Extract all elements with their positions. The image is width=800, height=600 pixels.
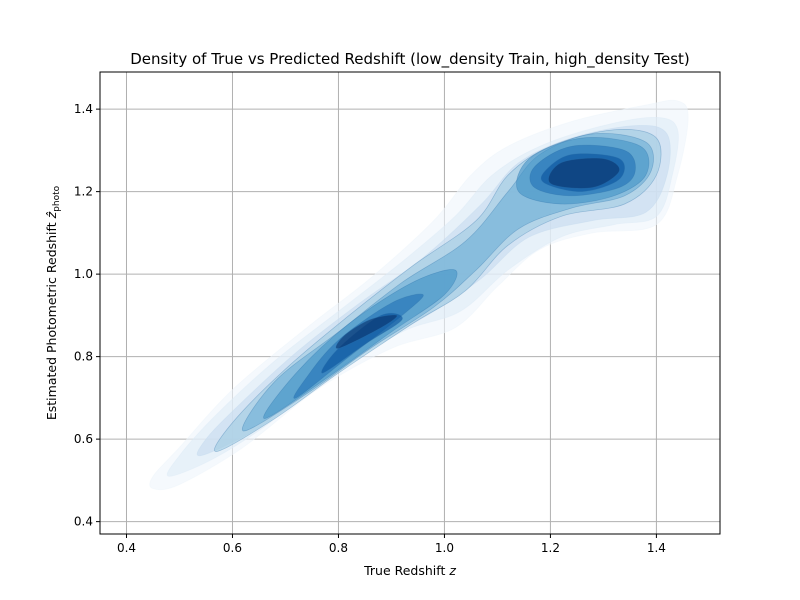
contour-level-9 bbox=[321, 312, 403, 374]
y-axis-ticks: 0.4 0.6 0.8 1.0 1.2 1.4 bbox=[74, 102, 100, 529]
x-tick-label-3: 1.0 bbox=[435, 541, 454, 555]
y-tick-label-1: 0.6 bbox=[74, 432, 93, 446]
x-axis-label-variable: z bbox=[448, 563, 456, 578]
x-tick-label-1: 0.6 bbox=[223, 541, 242, 555]
y-axis-label-subscript: photo bbox=[52, 185, 62, 211]
x-tick-label-2: 0.8 bbox=[329, 541, 348, 555]
y-tick-label-4: 1.2 bbox=[74, 185, 93, 199]
x-axis-ticks: 0.4 0.6 0.8 1.0 1.2 1.4 bbox=[117, 534, 666, 555]
x-tick-label-4: 1.2 bbox=[541, 541, 560, 555]
y-tick-label-2: 0.8 bbox=[74, 350, 93, 364]
contour-level-11 bbox=[335, 314, 398, 349]
y-axis-label-text: Estimated Photometric Redshift bbox=[44, 222, 59, 420]
y-axis-label: Estimated Photometric Redshift ẑphoto bbox=[44, 185, 62, 420]
contour-layer bbox=[149, 99, 689, 491]
y-tick-label-5: 1.4 bbox=[74, 102, 93, 116]
x-axis-label-text: True Redshift bbox=[363, 563, 445, 578]
y-tick-label-3: 1.0 bbox=[74, 267, 93, 281]
plot-frame bbox=[99, 71, 721, 535]
chart-title: Density of True vs Predicted Redshift (l… bbox=[130, 50, 690, 69]
x-axis-label: True Redshift z bbox=[363, 563, 456, 578]
x-tick-label-5: 1.4 bbox=[647, 541, 666, 555]
contour-level-12 bbox=[548, 157, 620, 189]
x-tick-label-0: 0.4 bbox=[117, 541, 136, 555]
y-tick-label-0: 0.4 bbox=[74, 515, 93, 529]
y-axis-label-variable: ẑ bbox=[44, 211, 59, 219]
